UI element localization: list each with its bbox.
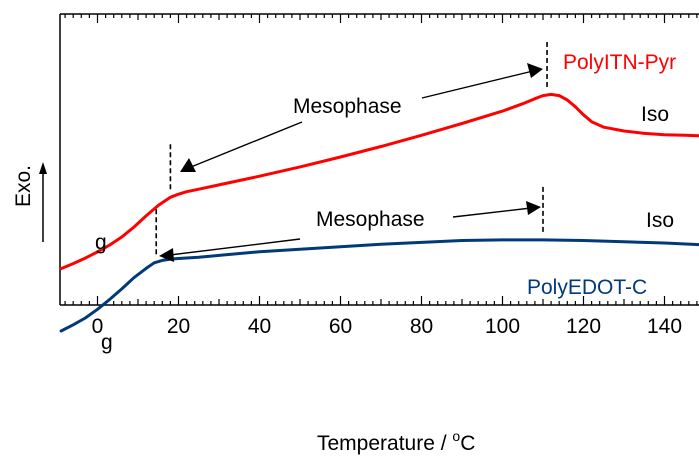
series-line-polyedot-c (59, 238, 699, 333)
mesophase-arrow-top-right-shaft (421, 70, 534, 99)
glass-label-bottom: g (101, 331, 113, 354)
x-tick-label-20: 20 (167, 315, 190, 338)
iso-label-bottom: Iso (646, 209, 674, 232)
x-axis-label: Temperature / oC (317, 428, 475, 455)
x-tick-label-140: 140 (647, 315, 682, 338)
x-tick-label-60: 60 (329, 315, 352, 338)
series-line-polyitn-pyr (59, 92, 699, 271)
x-tick-label-80: 80 (410, 315, 433, 338)
mesophase-arrow-bottom-right-head (526, 201, 541, 215)
mesophase-arrow-bottom-right-shaft (452, 207, 532, 218)
x-axis-ticks (64, 14, 698, 305)
mesophase-arrow-bottom-left-head (159, 248, 174, 262)
x-tick-label-40: 40 (248, 315, 271, 338)
iso-label-top: Iso (641, 103, 669, 126)
x-tick-label-0: 0 (92, 315, 104, 338)
mesophase-arrow-top-left-shaft (190, 121, 303, 168)
series-label-polyedot-c: PolyEDOT-C (527, 276, 647, 299)
x-axis-label-degree: o (452, 428, 460, 444)
mesophase-arrow-bottom-left-shaft (169, 238, 301, 256)
mesophase-arrow-top-left-head (180, 158, 196, 172)
x-axis-label-text: Temperature / (317, 432, 452, 455)
glass-label-top: g (95, 231, 107, 254)
x-axis-label-unit: C (460, 432, 475, 455)
series-lines (59, 92, 699, 333)
y-axis-label: Exo. (12, 165, 35, 207)
x-axis-tick-labels: 0 20 40 60 80 100 120 140 (92, 315, 682, 338)
series-label-polyitn-pyr: PolyITN-Pyr (563, 51, 676, 74)
exo-arrow-head (39, 162, 47, 174)
mesophase-arrow-top-right-head (527, 63, 543, 78)
x-tick-label-100: 100 (485, 315, 520, 338)
mesophase-label-bottom: Mesophase (316, 208, 425, 231)
x-tick-label-120: 120 (566, 315, 601, 338)
mesophase-label-top: Mesophase (293, 95, 402, 118)
